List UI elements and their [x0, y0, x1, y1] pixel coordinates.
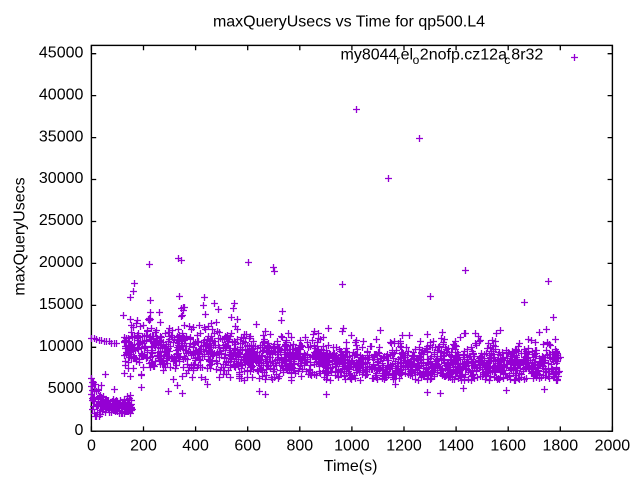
svg-text:5000: 5000	[48, 380, 84, 397]
svg-text:maxQueryUsecs: maxQueryUsecs	[11, 177, 28, 295]
svg-text:25000: 25000	[39, 212, 84, 229]
svg-text:el: el	[401, 47, 413, 64]
svg-text:1000: 1000	[334, 437, 370, 454]
svg-text:1800: 1800	[543, 437, 579, 454]
svg-text:15000: 15000	[39, 296, 84, 313]
svg-text:2nofp.cz12a: 2nofp.cz12a	[420, 47, 507, 64]
svg-text:1600: 1600	[490, 437, 526, 454]
svg-text:1400: 1400	[438, 437, 474, 454]
svg-text:200: 200	[130, 437, 157, 454]
svg-text:35000: 35000	[39, 128, 84, 145]
svg-text:600: 600	[234, 437, 261, 454]
svg-text:40000: 40000	[39, 86, 84, 103]
svg-text:20000: 20000	[39, 254, 84, 271]
svg-text:o: o	[413, 53, 420, 67]
svg-text:Time(s): Time(s)	[324, 458, 378, 475]
svg-text:1200: 1200	[386, 437, 422, 454]
svg-text:0: 0	[74, 422, 83, 439]
svg-text:400: 400	[182, 437, 209, 454]
svg-text:r: r	[396, 53, 400, 67]
svg-text:8r32: 8r32	[511, 47, 543, 64]
svg-text:2000: 2000	[595, 437, 631, 454]
svg-text:c: c	[504, 53, 510, 67]
svg-text:30000: 30000	[39, 170, 84, 187]
svg-text:10000: 10000	[39, 338, 84, 355]
svg-text:45000: 45000	[39, 44, 84, 61]
svg-text:maxQueryUsecs vs Time for qp50: maxQueryUsecs vs Time for qp500.L4	[213, 14, 485, 31]
svg-text:0: 0	[87, 437, 96, 454]
svg-text:my8044: my8044	[341, 47, 398, 64]
svg-text:800: 800	[286, 437, 313, 454]
